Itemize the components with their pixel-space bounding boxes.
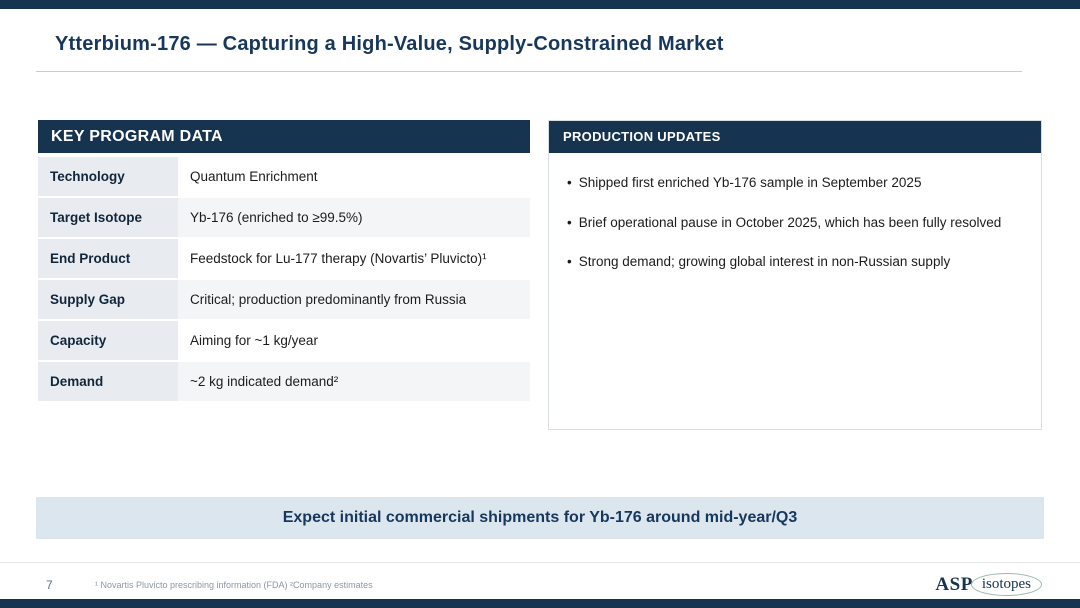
bullet-text: Brief operational pause in October 2025,… xyxy=(578,214,1002,230)
production-updates-panel: PRODUCTION UPDATES • Shipped first enric… xyxy=(548,120,1042,430)
row-label: End Product xyxy=(38,239,178,278)
table-row: Capacity Aiming for ~1 kg/year xyxy=(38,321,530,360)
list-item: • Brief operational pause in October 202… xyxy=(567,213,1023,233)
logo-asp-text: ASP xyxy=(935,573,973,595)
table-row: Technology Quantum Enrichment xyxy=(38,157,530,196)
row-label: Technology xyxy=(38,157,178,196)
key-program-header: KEY PROGRAM DATA xyxy=(38,120,530,153)
banner-text: Expect initial commercial shipments for … xyxy=(282,509,798,526)
row-label: Target Isotope xyxy=(38,198,178,237)
company-logo: ASP isotopes xyxy=(935,573,1042,596)
row-value: Yb-176 (enriched to ≥99.5%) xyxy=(178,198,530,237)
table-row: Demand ~2 kg indicated demand² xyxy=(38,362,530,401)
row-value: Quantum Enrichment xyxy=(178,157,530,196)
highlight-banner: Expect initial commercial shipments for … xyxy=(36,497,1044,539)
title-divider xyxy=(36,71,1022,72)
slide-title: Ytterbium-176 — Capturing a High-Value, … xyxy=(55,33,724,55)
row-label: Capacity xyxy=(38,321,178,360)
production-updates-header: PRODUCTION UPDATES xyxy=(549,121,1041,153)
footnotes: ¹ Novartis Pluvicto prescribing informat… xyxy=(95,580,373,590)
logo-isotopes-text: isotopes xyxy=(981,576,1031,592)
list-item: • Strong demand; growing global interest… xyxy=(567,252,1023,272)
key-program-panel: KEY PROGRAM DATA Technology Quantum Enri… xyxy=(38,120,530,403)
row-value: ~2 kg indicated demand² xyxy=(178,362,530,401)
bullet-icon: • xyxy=(567,175,572,190)
table-row: End Product Feedstock for Lu-177 therapy… xyxy=(38,239,530,278)
bullet-text: Shipped first enriched Yb-176 sample in … xyxy=(578,175,922,190)
bullet-icon: • xyxy=(567,214,572,230)
bullet-text: Strong demand; growing global interest i… xyxy=(578,254,951,270)
row-value: Feedstock for Lu-177 therapy (Novartis’ … xyxy=(178,239,530,278)
production-updates-body: • Shipped first enriched Yb-176 sample i… xyxy=(549,153,1041,272)
logo-ellipse: isotopes xyxy=(970,573,1042,596)
bottom-accent-bar xyxy=(0,599,1080,608)
bullet-icon: • xyxy=(567,254,572,270)
row-label: Demand xyxy=(38,362,178,401)
table-row: Target Isotope Yb-176 (enriched to ≥99.5… xyxy=(38,198,530,237)
page-number: 7 xyxy=(46,578,53,592)
key-program-table: Technology Quantum Enrichment Target Iso… xyxy=(38,155,530,403)
list-item: • Shipped first enriched Yb-176 sample i… xyxy=(567,173,1023,193)
footer-divider xyxy=(0,562,1080,563)
row-label: Supply Gap xyxy=(38,280,178,319)
table-row: Supply Gap Critical; production predomin… xyxy=(38,280,530,319)
top-accent-bar xyxy=(0,0,1080,9)
row-value: Critical; production predominantly from … xyxy=(178,280,530,319)
row-value: Aiming for ~1 kg/year xyxy=(178,321,530,360)
